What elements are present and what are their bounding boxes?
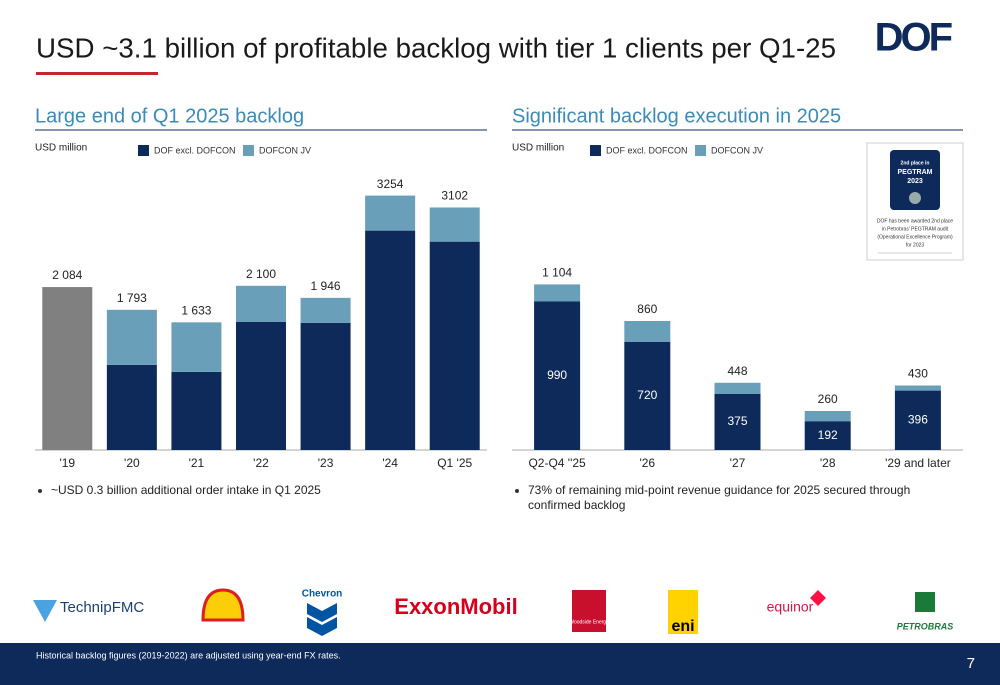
total-label: 860 <box>637 302 657 316</box>
x-tick-label: '19 <box>59 456 75 470</box>
award-text: (Operational Excellence Program) <box>877 234 953 240</box>
shell-icon <box>201 588 245 622</box>
eni-icon <box>668 590 698 634</box>
bar <box>42 287 93 450</box>
x-tick-label: '28 <box>820 456 836 470</box>
bullet-text: 73% of remaining mid-point revenue guida… <box>528 483 910 512</box>
bar-segment <box>804 411 851 422</box>
bar-segment <box>429 241 480 450</box>
chart-subtitle: Significant backlog execution in 2025 <box>512 105 841 127</box>
legend-label: DOF excl. DOFCON <box>154 145 236 155</box>
total-label: 2 100 <box>246 267 276 281</box>
total-label: 260 <box>818 392 838 406</box>
slide-title: USD ~3.1 billion of profitable backlog w… <box>36 32 836 63</box>
total-label: 1 793 <box>117 291 147 305</box>
bar-segment <box>365 230 416 450</box>
total-label: 1 946 <box>311 279 341 293</box>
award-medal <box>909 192 921 204</box>
x-tick-label: '20 <box>124 456 140 470</box>
award-badge-text: 2023 <box>907 178 923 185</box>
legend-swatch <box>138 145 149 156</box>
bullet-dot <box>515 489 519 493</box>
logo: DOF <box>875 16 952 60</box>
client-logo: TechnipFMC <box>60 599 144 616</box>
x-tick-label: '21 <box>189 456 205 470</box>
x-tick-label: '27 <box>730 456 746 470</box>
technip-icon <box>33 600 57 622</box>
bar-segment <box>300 322 351 450</box>
legend-swatch <box>695 145 706 156</box>
bar-segment <box>106 309 157 365</box>
client-logo: ExxonMobil <box>394 594 517 619</box>
x-tick-label: '22 <box>253 456 269 470</box>
total-label: 2 084 <box>52 268 82 282</box>
legend-swatch <box>590 145 601 156</box>
total-label: 3254 <box>377 177 404 191</box>
bar-segment <box>106 364 157 450</box>
equinor-icon <box>810 590 826 606</box>
bar-segment <box>804 421 851 450</box>
x-tick-label: Q1 '25 <box>437 456 472 470</box>
bullet-text: ~USD 0.3 billion additional order intake… <box>51 483 321 497</box>
petrobras-icon <box>915 592 935 612</box>
chevron-icon <box>307 603 337 636</box>
award-text: for 2023 <box>906 242 925 248</box>
award-badge-text: 2nd place in <box>901 160 930 166</box>
bar-segment <box>365 195 416 231</box>
x-tick-label: '23 <box>318 456 334 470</box>
bar-segment <box>534 284 581 302</box>
bar-segment <box>894 390 941 450</box>
client-logo: PETROBRAS <box>897 621 954 631</box>
bar-segment <box>171 371 222 450</box>
x-tick-label: '29 and later <box>885 456 951 470</box>
total-label: 3102 <box>441 189 468 203</box>
award-badge <box>890 150 940 210</box>
x-tick-label: '26 <box>639 456 655 470</box>
bullet-dot <box>38 489 42 493</box>
segment-label: 192 <box>818 428 838 442</box>
bar-segment <box>429 207 480 242</box>
unit-label: USD million <box>512 143 564 154</box>
title-accent <box>36 72 158 75</box>
bar-segment <box>300 297 351 323</box>
client-logo: Woodside Energy <box>569 619 609 625</box>
footer-bar <box>0 643 1000 685</box>
client-logo: Chevron <box>302 589 343 600</box>
x-tick-label: '24 <box>382 456 398 470</box>
legend-swatch <box>243 145 254 156</box>
bar-segment <box>894 385 941 391</box>
page-number: 7 <box>967 655 975 672</box>
client-logo: eni <box>671 618 694 635</box>
bar-segment <box>624 342 671 450</box>
award-badge-text: PEGTRAM <box>898 169 933 176</box>
chart-subtitle: Large end of Q1 2025 backlog <box>35 105 304 127</box>
x-tick-label: Q2-Q4 ''25 <box>528 456 586 470</box>
total-label: 1 633 <box>181 304 211 318</box>
footnote: Historical backlog figures (2019-2022) a… <box>36 650 341 660</box>
bar-segment <box>171 322 222 372</box>
segment-label: 720 <box>637 388 657 402</box>
legend-label: DOFCON JV <box>259 145 311 155</box>
bar-segment <box>534 301 581 450</box>
total-label: 1 104 <box>542 266 572 280</box>
segment-label: 990 <box>547 368 567 382</box>
segment-label: 396 <box>908 412 928 426</box>
bar-segment <box>236 285 286 322</box>
bar-segment <box>714 393 761 450</box>
total-label: 430 <box>908 367 928 381</box>
award-text: DOF has been awarded 2nd place <box>877 218 953 224</box>
total-label: 448 <box>727 364 747 378</box>
bar-segment <box>714 382 761 394</box>
woodside-icon <box>572 590 606 632</box>
legend-label: DOF excl. DOFCON <box>606 145 688 155</box>
client-logo: equinor <box>767 599 814 615</box>
unit-label: USD million <box>35 143 87 154</box>
legend-label: DOFCON JV <box>711 145 763 155</box>
segment-label: 375 <box>727 414 747 428</box>
award-text: in Petrobras' PEGTRAM audit <box>882 226 949 232</box>
bar-segment <box>236 321 286 450</box>
bar-segment <box>624 321 671 342</box>
